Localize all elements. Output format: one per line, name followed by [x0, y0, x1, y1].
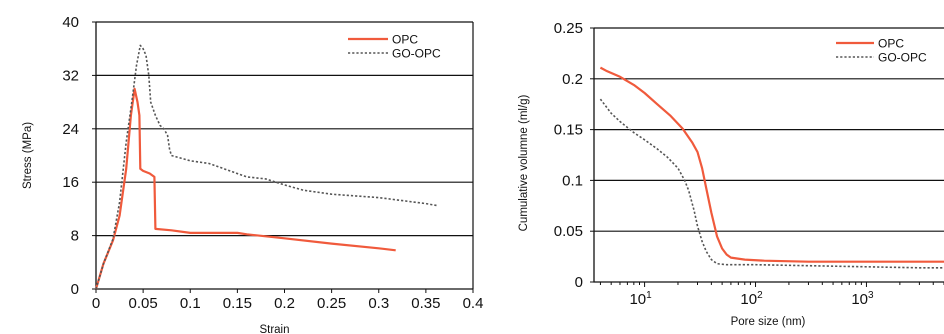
pore-size-chart: 0 0.05 0.1 0.15 0.2 0.25 101 102 103 Pore size (n…: [518, 20, 944, 328]
y-tick-label: 16: [62, 174, 79, 191]
y-axis-label: Stress (MPa): [22, 122, 34, 189]
y-tick-label: 40: [62, 14, 79, 31]
y-tick-label: 0: [71, 281, 79, 298]
y-tick-label: 0: [575, 274, 583, 291]
legend-label: GO-OPC: [878, 51, 927, 65]
y-tick-label: 24: [62, 121, 79, 138]
x-tick-label: 102: [740, 290, 763, 308]
legend-label: OPC: [878, 37, 904, 51]
y-tick-label: 8: [71, 228, 79, 245]
series-line-go-opc: [95, 44, 438, 290]
x-tick-label: 0.05: [129, 295, 158, 312]
x-tick-label: 103: [851, 290, 874, 308]
y-axis-label: Cumulative volumne (ml/g): [518, 94, 530, 231]
x-tick-label: 0.15: [223, 295, 252, 312]
x-tick-label: 0.25: [317, 295, 346, 312]
legend-label: OPC: [392, 33, 418, 47]
y-tick-label: 0.25: [554, 20, 583, 37]
stress-strain-chart: 0 8 16 24 32 40 0 0.05 0.1 0.15 0.2 0.25 0.3 0.35 0.4 S…: [22, 14, 483, 334]
x-tick-label: 101: [629, 290, 652, 308]
x-axis-label: Pore size (nm): [731, 316, 806, 328]
series-line-opc: [94, 87, 396, 290]
series-line-opc: [599, 66, 944, 263]
legend-label: GO-OPC: [392, 47, 441, 61]
x-tick-label: 0: [92, 295, 100, 312]
y-tick-label: 32: [62, 67, 79, 84]
axes-frame: [593, 28, 944, 283]
y-tick-label: 0.05: [554, 223, 583, 240]
x-tick-label: 0.35: [411, 295, 440, 312]
x-tick-label: 0.3: [368, 295, 389, 312]
y-tick-label: 0.15: [554, 122, 583, 139]
series-line-go-opc: [599, 98, 944, 269]
x-tick-label: 0.4: [463, 295, 484, 312]
x-tick-label: 0.1: [180, 295, 201, 312]
x-tick-label: 0.2: [274, 295, 295, 312]
axes-frame: [95, 22, 473, 290]
y-tick-label: 0.1: [562, 172, 583, 189]
y-tick-label: 0.2: [562, 71, 583, 88]
x-axis-label: Strain: [259, 324, 289, 334]
